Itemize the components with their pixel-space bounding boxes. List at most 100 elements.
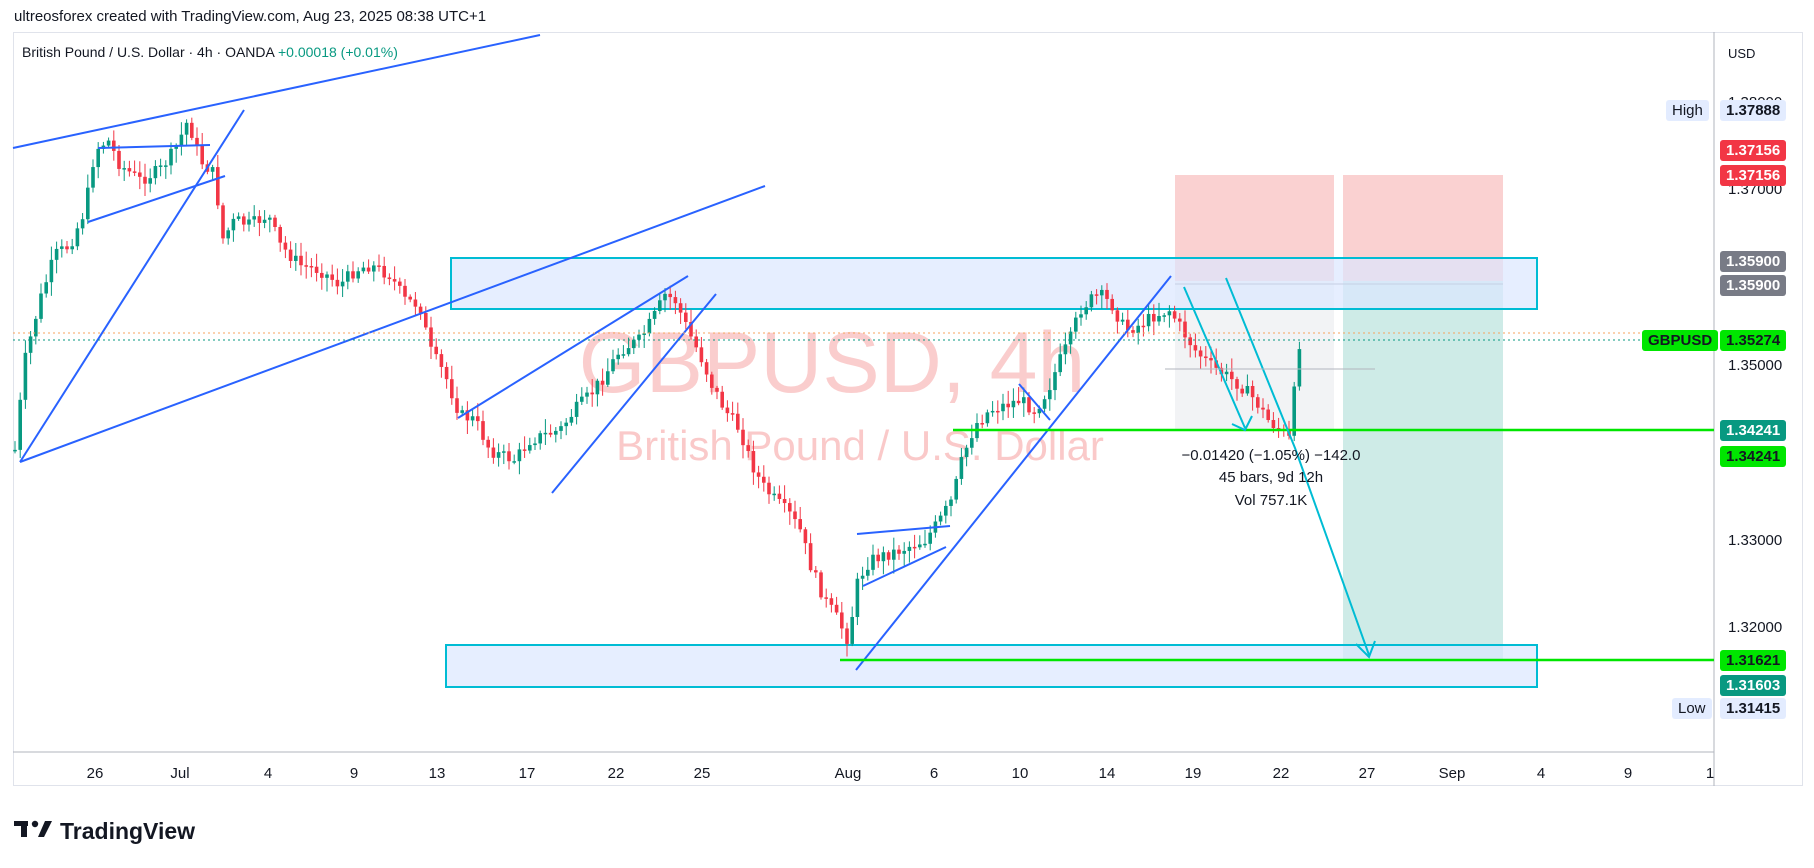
trendline-minor[interactable] (1018, 383, 1051, 421)
time-tick: Sep (1439, 765, 1466, 782)
candle-body (13, 449, 17, 452)
time-tick: 14 (1099, 765, 1116, 782)
candle-body (382, 265, 386, 278)
candle-body (335, 279, 340, 287)
wedge-upper[interactable] (97, 144, 211, 149)
candle-body (143, 176, 147, 184)
candle-body (1157, 316, 1161, 322)
time-axis[interactable]: 26 Jul 4 9 13 17 22 25 Aug 6 10 14 19 22 27 Sep 4 9 1 (87, 765, 1715, 782)
symbol-price-label: GBPUSD (1642, 330, 1719, 351)
candle-body (1261, 407, 1265, 410)
candle-body (829, 598, 834, 605)
candle-body (1100, 289, 1104, 296)
arrow-first-leg[interactable] (1183, 286, 1246, 429)
price-tick: 1.35000 (1728, 357, 1782, 374)
candle-body (616, 354, 620, 360)
candle-body (507, 451, 511, 462)
measure-bars: 45 bars, 9d 12h (1219, 469, 1323, 486)
candle-body (1058, 354, 1062, 373)
last-price-tag: 1.35274 (1720, 330, 1787, 351)
candle-body (158, 165, 163, 167)
candle-body (210, 167, 215, 172)
resistance-zone[interactable] (450, 257, 1538, 310)
candle-body (1214, 360, 1218, 368)
candle-body (91, 167, 95, 188)
candle-body (548, 432, 553, 435)
candle-body (450, 379, 454, 399)
candle-body (314, 266, 319, 273)
candle-body (278, 226, 282, 243)
tradingview-logo[interactable]: TradingView (14, 818, 195, 845)
chart-attribution: ultreosforex created with TradingView.co… (14, 8, 487, 25)
target-price-upper: 1.31621 (1720, 650, 1787, 671)
candle-body (169, 148, 173, 166)
candle-body (762, 476, 766, 483)
candle-body (1016, 400, 1021, 404)
candle-body (590, 392, 594, 395)
candle-body (1188, 337, 1192, 346)
candle-body (247, 219, 251, 225)
candle-body (320, 272, 324, 278)
channel-july-upper[interactable] (457, 275, 689, 419)
level-price-upper: 1.34241 (1720, 420, 1787, 441)
candle-body (444, 366, 449, 380)
candle-body (70, 246, 74, 250)
channel-july-lower[interactable] (551, 293, 717, 494)
time-tick: 17 (519, 765, 536, 782)
candle-body (148, 178, 152, 184)
trendline-upper-channel[interactable] (12, 34, 541, 149)
trendline-aug-rise[interactable] (855, 275, 1172, 671)
arrow-projection[interactable] (1225, 277, 1370, 656)
candle-body (174, 146, 178, 149)
candle-body (65, 246, 69, 250)
currency-selector[interactable]: USD (1728, 46, 1756, 61)
candle-body (751, 451, 756, 473)
candle-body (49, 259, 54, 283)
trendlines[interactable] (12, 34, 1172, 671)
candle-body (1074, 317, 1078, 332)
pennant-lower[interactable] (862, 546, 947, 587)
trendline-june-rise[interactable] (19, 109, 245, 463)
support-zone[interactable] (445, 644, 1538, 688)
candle-body (346, 271, 350, 282)
candle-body (860, 575, 865, 579)
stop-price-upper: 1.37156 (1720, 140, 1787, 161)
trendline-long-rising[interactable] (19, 185, 766, 463)
target-zone (1343, 281, 1503, 661)
watermark-ticker: GBPUSD, 4h (579, 315, 1086, 411)
candle-body (75, 228, 80, 247)
time-tick: 19 (1185, 765, 1202, 782)
candle-body (1297, 349, 1302, 387)
candle-body (481, 421, 485, 440)
wedge-lower[interactable] (87, 175, 226, 223)
candle-body (1048, 390, 1052, 400)
candle-body (117, 150, 121, 169)
candle-body (1292, 386, 1296, 436)
measure-volume: Vol 757.1K (1235, 492, 1308, 509)
candle-body (1230, 371, 1234, 380)
candle-body (980, 423, 984, 425)
candle-body (34, 318, 38, 337)
entry-price-lower: 1.35900 (1720, 275, 1787, 296)
candle-body (127, 168, 132, 172)
candle-body (257, 216, 262, 223)
candle-body (892, 549, 896, 560)
candle-body (1193, 345, 1198, 351)
projection-arrows[interactable] (1183, 277, 1376, 659)
candle-body (1089, 294, 1094, 308)
time-tick: Jul (170, 765, 189, 782)
arrow-first-head (1231, 415, 1253, 432)
candle-body (720, 391, 724, 408)
candle-body (736, 413, 740, 430)
measure-change: −0.01420 (−1.05%) −142.0 (1182, 447, 1361, 464)
candle-body (1006, 403, 1010, 408)
candle-body (465, 410, 470, 421)
candle-body (642, 333, 646, 335)
candle-body (840, 612, 844, 629)
symbol-info[interactable]: British Pound / U.S. Dollar · 4h · OANDA… (22, 44, 398, 60)
level-price-lower: 1.34241 (1720, 446, 1787, 467)
candle-body (1022, 397, 1026, 404)
candle-body (299, 255, 303, 266)
pennant-upper[interactable] (856, 525, 951, 535)
